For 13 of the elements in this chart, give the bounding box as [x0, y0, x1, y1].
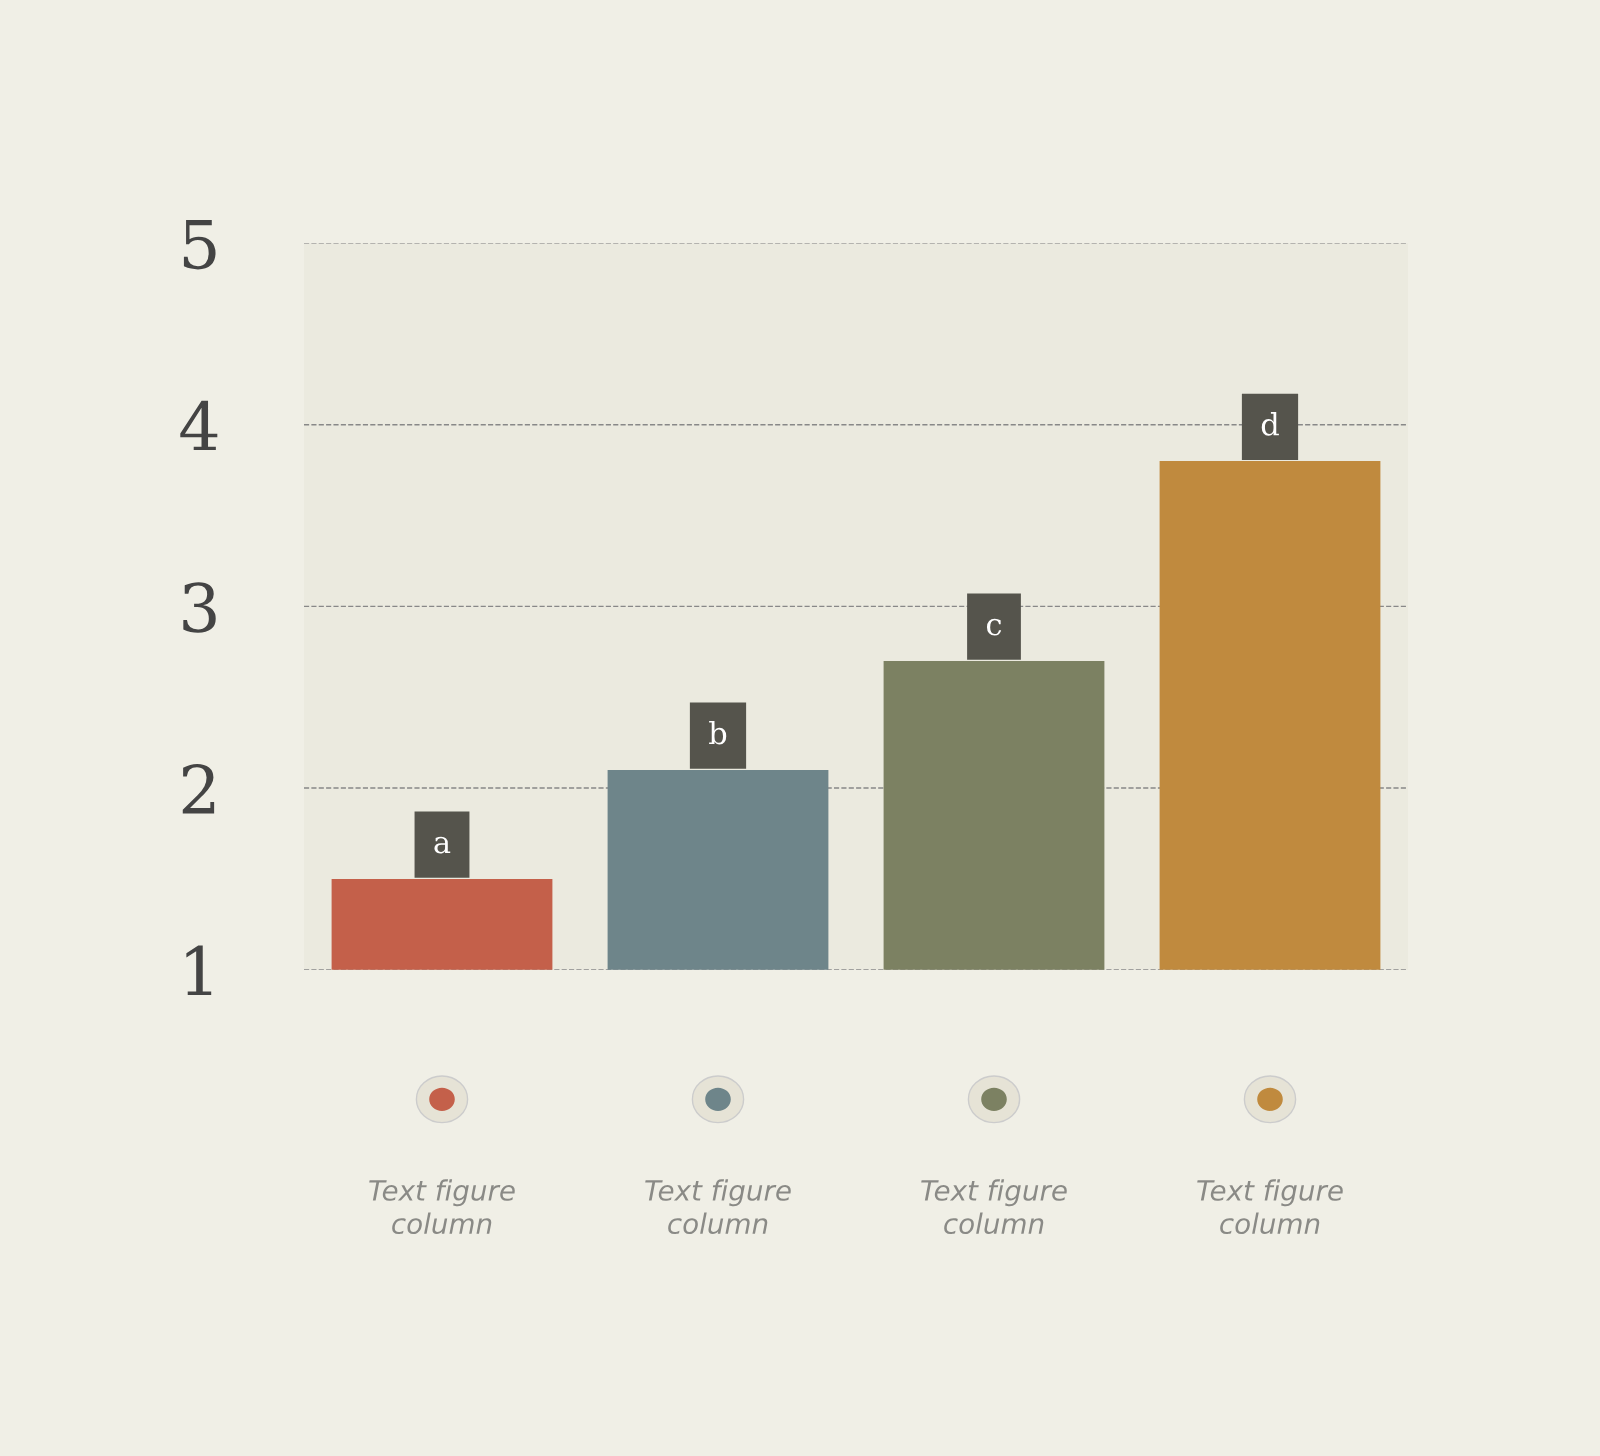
- y-tick-label: 4: [180, 400, 218, 451]
- data-label: b: [709, 720, 727, 745]
- x-tick-label: Text figure column: [369, 1179, 515, 1235]
- x-tick-label: Text figure column: [1197, 1179, 1343, 1235]
- data-label: d: [1261, 412, 1279, 436]
- y-tick-label: 3: [183, 582, 216, 633]
- y-tick-label: 2: [182, 763, 215, 814]
- data-label: a: [434, 836, 451, 854]
- x-tick-label: Text figure column: [921, 1179, 1067, 1235]
- y-tick-label: 1: [186, 945, 212, 996]
- data-label: c: [986, 618, 1002, 636]
- y-tick-label: 5: [183, 219, 216, 270]
- x-tick-label: Text figure column: [645, 1179, 791, 1235]
